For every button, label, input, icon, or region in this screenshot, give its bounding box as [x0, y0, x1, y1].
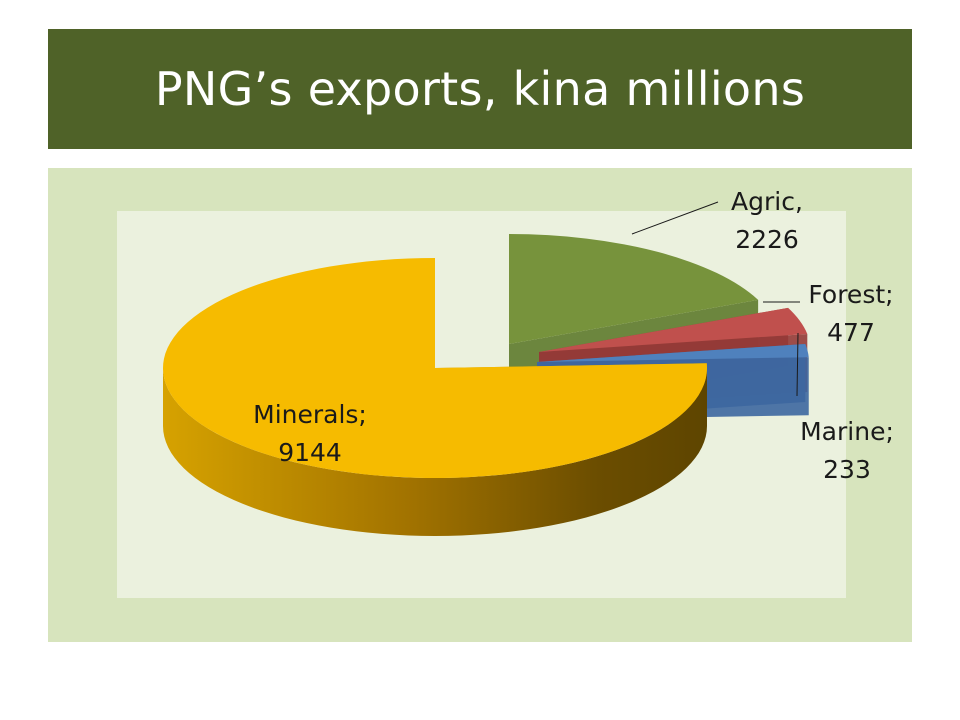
data-label-value-agric: 2226 [735, 225, 799, 254]
pie-slice-minerals [162, 258, 707, 536]
slice-top-agric [509, 234, 759, 344]
slice-top-minerals [162, 258, 707, 479]
data-label-name-minerals: Minerals; [253, 400, 367, 429]
page-title: PNG’s exports, kina millions [154, 62, 806, 116]
slice-side-minerals [163, 368, 707, 536]
data-label-value-marine: 233 [823, 455, 871, 484]
leader-line-marine [796, 332, 799, 397]
data-label-agric: Agric, 2226 [731, 187, 803, 254]
leader-line-agric [631, 201, 719, 235]
data-label-name-marine: Marine; [800, 417, 894, 446]
data-label-value-minerals: 9144 [278, 438, 342, 467]
data-label-name-agric: Agric, [731, 187, 803, 216]
slice-top-marine [537, 343, 809, 362]
data-label-value-forest: 477 [827, 318, 875, 347]
slice-top-forest [539, 307, 808, 352]
title-bar: PNG’s exports, kina millions [48, 29, 912, 149]
data-label-marine: Marine; 233 [800, 417, 894, 484]
data-label-minerals: Minerals; 9144 [253, 400, 367, 467]
data-label-forest: Forest; 477 [808, 280, 893, 347]
data-label-name-forest: Forest; [808, 280, 893, 309]
